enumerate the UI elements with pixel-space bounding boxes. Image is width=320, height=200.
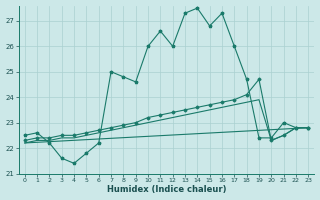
X-axis label: Humidex (Indice chaleur): Humidex (Indice chaleur): [107, 185, 226, 194]
